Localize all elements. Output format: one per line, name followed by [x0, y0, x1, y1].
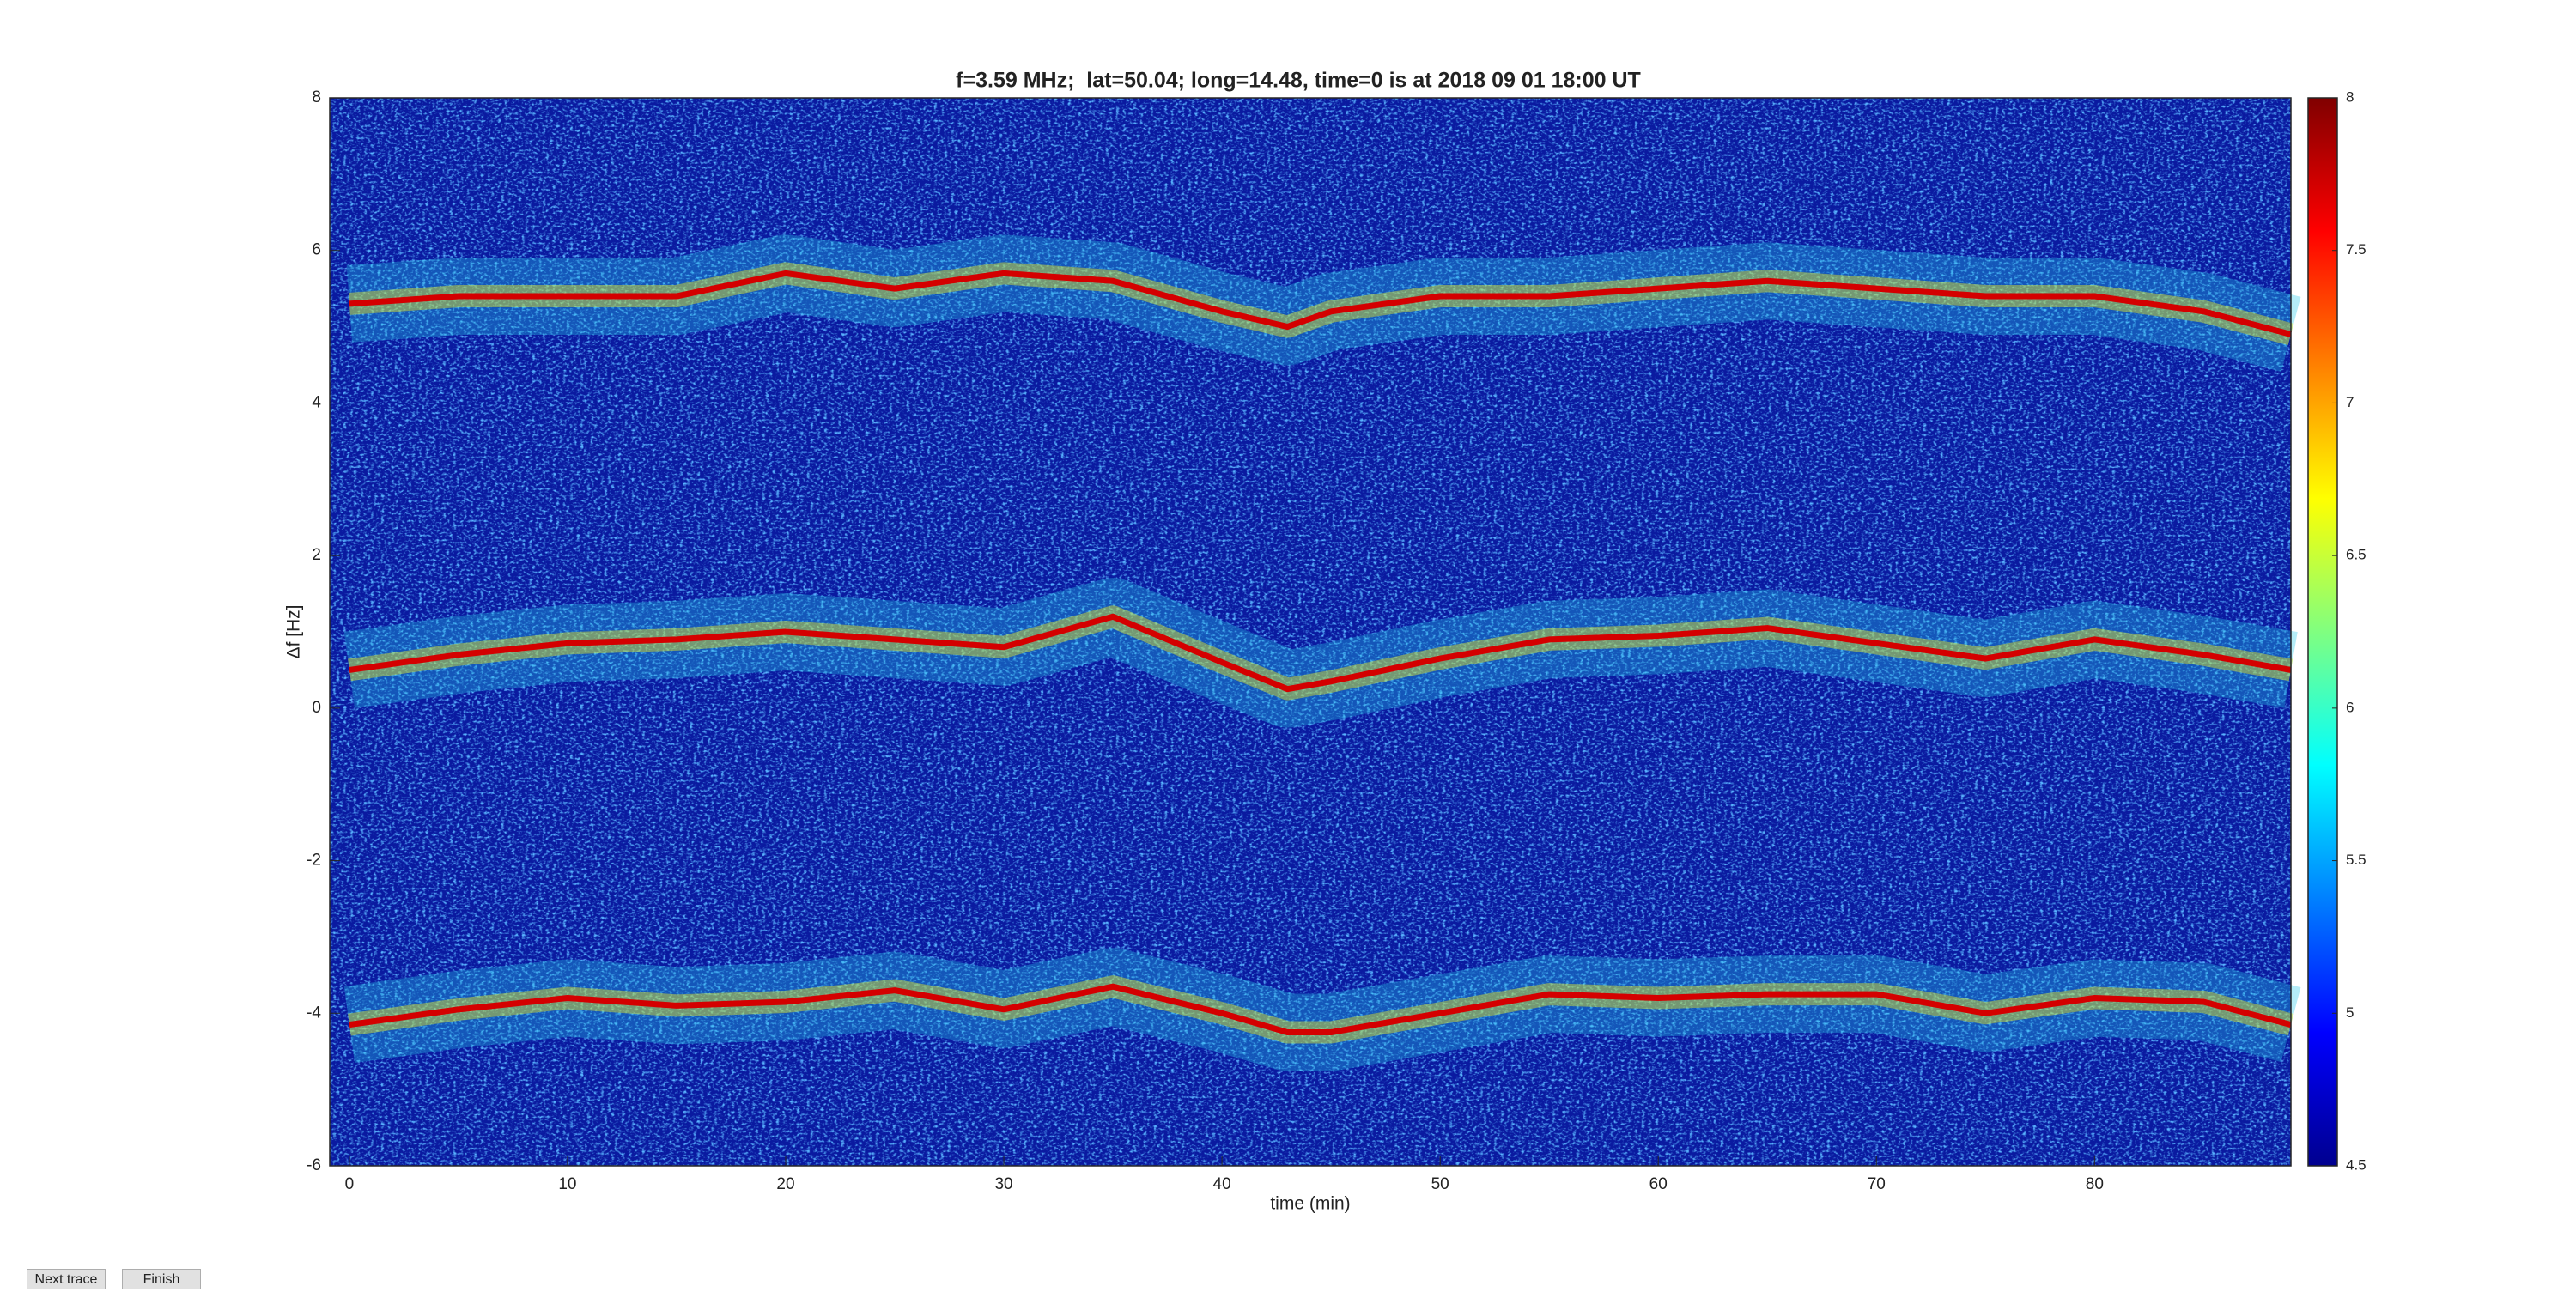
- colorbar-tick-label: 7.5: [2346, 241, 2366, 258]
- y-tick-label: 0: [312, 699, 321, 717]
- colorbar-tick-label: 7: [2346, 394, 2354, 410]
- y-tick-label: 8: [312, 88, 321, 106]
- x-axis-label: time (min): [1270, 1194, 1350, 1214]
- next-trace-button[interactable]: Next trace: [27, 1269, 106, 1289]
- colorbar-tick-label: 6.5: [2346, 547, 2366, 563]
- chart: f=3.59 MHz; lat=50.04; long=14.48, time=…: [284, 69, 2366, 1214]
- y-tick-label: 2: [312, 546, 321, 564]
- y-tick-label: -6: [307, 1156, 321, 1174]
- x-tick-label: 40: [1213, 1175, 1231, 1193]
- x-tick-label: 10: [558, 1175, 576, 1193]
- y-tick-label: -2: [307, 852, 321, 870]
- x-tick-label: 20: [776, 1175, 794, 1193]
- trace-line: [349, 613, 2292, 693]
- axes-frame: [329, 97, 2292, 1167]
- y-axis-label: Δf [Hz]: [284, 604, 304, 658]
- colorbar: [2307, 97, 2338, 1167]
- chart-title: f=3.59 MHz; lat=50.04; long=14.48, time=…: [956, 69, 1641, 93]
- x-tick-label: 50: [1431, 1175, 1449, 1193]
- colorbar-tick-label: 4.5: [2346, 1156, 2366, 1173]
- finish-button[interactable]: Finish: [122, 1269, 201, 1289]
- noise-texture: [330, 98, 2291, 1166]
- y-tick-label: -4: [307, 1004, 321, 1022]
- colorbar-tick-label: 6: [2346, 699, 2354, 715]
- y-tick-label: 6: [312, 241, 321, 259]
- colorbar-tick-label: 8: [2346, 88, 2354, 105]
- x-tick-label: 30: [994, 1175, 1012, 1193]
- x-tick-label: 80: [2086, 1175, 2104, 1193]
- colorbar-tick-label: 5: [2346, 1004, 2354, 1021]
- y-tick-label: 4: [312, 393, 321, 411]
- trace-line: [349, 270, 2292, 337]
- x-tick-label: 60: [1649, 1175, 1668, 1193]
- x-tick-label: 70: [1868, 1175, 1886, 1193]
- colorbar-tick-label: 5.5: [2346, 852, 2366, 868]
- x-tick-label: 0: [345, 1175, 355, 1193]
- trace-line: [349, 983, 2292, 1035]
